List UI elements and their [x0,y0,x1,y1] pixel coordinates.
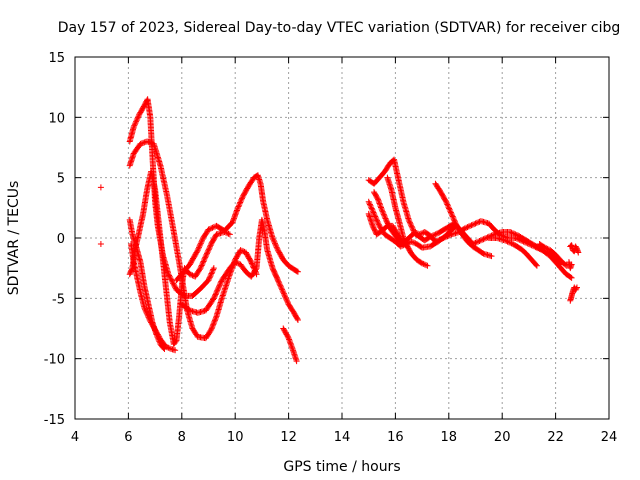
grid-lines [75,57,609,419]
y-tick-label: 10 [48,111,65,126]
data-point [210,265,217,272]
x-tick-label: 18 [441,430,458,445]
data-point [226,231,233,238]
tick-labels: 4 6 8 10 12 14 16 18 20 22 24 -15 -10 -5 0 5 10 15 [44,51,618,445]
series-trace [568,242,581,255]
y-tick-label: -10 [44,353,65,368]
data-point [280,289,287,296]
series-o [384,174,431,269]
data-point [424,262,431,269]
data-marks [97,96,582,365]
series-s [567,242,582,256]
data-point [408,238,415,245]
data-point [365,198,372,205]
y-tick-label: -15 [44,413,65,428]
series-p [432,180,495,260]
y-axis-label: SDTVAR / TECUs [6,181,22,296]
chart-title: Day 157 of 2023, Sidereal Day-to-day VTE… [58,20,621,36]
series-trace [567,285,580,303]
series-u [565,259,575,272]
series-trace [433,181,494,259]
x-tick-label: 24 [601,430,618,445]
series-d [126,138,260,342]
series-trace [127,97,217,299]
series-e [126,168,233,348]
series-trace [371,190,408,248]
x-tick-label: 20 [494,430,511,445]
y-tick-label: 15 [48,51,65,66]
x-tick-label: 4 [71,430,79,445]
series-b [97,241,104,248]
y-tick-label: 0 [57,232,65,247]
x-tick-label: 14 [334,430,351,445]
series-a [97,184,104,191]
series-trace [487,235,539,268]
data-point [97,184,104,191]
data-point [475,238,482,245]
series-t [567,284,580,304]
data-point [379,207,386,214]
series-g [128,241,179,354]
series-r [536,241,570,269]
series-trace [174,172,300,283]
series-trace [179,218,301,322]
data-point [97,241,104,248]
data-point [448,210,455,217]
x-tick-label: 8 [178,430,186,445]
data-point [371,210,378,217]
x-tick-label: 10 [227,430,244,445]
data-point [472,220,479,227]
series-trace [128,242,177,353]
series-q [485,235,540,269]
axis-ticks [74,56,610,420]
series-trace [384,176,430,269]
series-i [178,216,301,324]
series-trace [127,170,232,346]
data-point [202,253,209,260]
series-trace [280,326,300,363]
x-tick-label: 12 [280,430,297,445]
series-h [173,172,301,284]
x-axis-label: GPS time / hours [283,459,400,475]
y-tick-label: -5 [52,292,65,307]
y-tick-label: 5 [57,172,65,187]
series-trace [537,241,569,268]
series-j [280,325,300,365]
series-trace [566,260,575,270]
series-l [365,198,575,281]
x-tick-label: 16 [387,430,404,445]
x-tick-label: 22 [547,430,564,445]
data-point [467,222,474,229]
x-tick-label: 6 [124,430,132,445]
